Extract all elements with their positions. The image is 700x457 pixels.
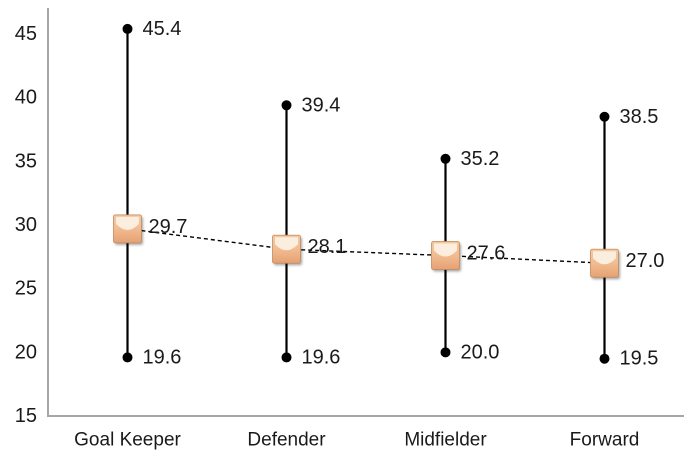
mean-marker-highlight: [275, 237, 298, 251]
x-category-label-goal-keeper: Goal Keeper: [74, 430, 181, 451]
mean-value-label-defender: 28.1: [308, 236, 347, 258]
low-dot-goal-keeper: [122, 352, 133, 363]
high-value-label-goal-keeper: 45.4: [143, 18, 182, 40]
low-value-label-midfielder: 20.0: [461, 341, 500, 363]
mean-marker-highlight: [116, 216, 139, 230]
mean-value-label-forward: 27.0: [626, 250, 665, 272]
low-dot-defender: [281, 352, 292, 363]
mean-value-label-midfielder: 27.6: [467, 243, 506, 265]
mean-marker-border: [272, 234, 301, 264]
mean-trend-dashed-line: [127, 228, 605, 264]
y-tick-label-40: 40: [15, 87, 37, 109]
y-tick-label-35: 35: [15, 150, 37, 172]
x-category-label-midfielder: Midfielder: [404, 430, 487, 451]
mean-marker-border: [113, 214, 142, 244]
low-value-label-goal-keeper: 19.6: [143, 346, 182, 368]
x-category-label-defender: Defender: [247, 430, 326, 451]
high-dot-midfielder: [440, 153, 451, 164]
mean-marker-border: [431, 241, 460, 271]
low-dot-midfielder: [440, 347, 451, 358]
x-category-label-forward: Forward: [570, 430, 640, 451]
mean-marker-midfielder: [431, 241, 460, 271]
high-value-label-forward: 38.5: [620, 106, 659, 128]
low-value-label-defender: 19.6: [302, 346, 341, 368]
y-tick-label-45: 45: [15, 23, 37, 45]
mean-marker-highlight: [434, 243, 457, 257]
high-value-label-midfielder: 35.2: [461, 148, 500, 170]
mean-marker-defender: [272, 234, 301, 264]
mean-marker-border: [590, 248, 619, 278]
mean-value-label-goal-keeper: 29.7: [149, 216, 188, 238]
y-tick-label-25: 25: [15, 278, 37, 300]
mean-marker-forward: [590, 248, 619, 278]
mean-marker-highlight: [593, 251, 616, 265]
low-value-label-forward: 19.5: [620, 348, 659, 370]
y-tick-label-30: 30: [15, 214, 37, 236]
high-dot-goal-keeper: [122, 23, 133, 34]
low-dot-forward: [599, 353, 610, 364]
high-dot-defender: [281, 100, 292, 111]
high-value-label-defender: 39.4: [302, 94, 341, 116]
high-dot-forward: [599, 111, 610, 122]
y-tick-label-20: 20: [15, 341, 37, 363]
y-tick-label-15: 15: [15, 405, 37, 427]
mean-marker-goal-keeper: [113, 214, 142, 244]
